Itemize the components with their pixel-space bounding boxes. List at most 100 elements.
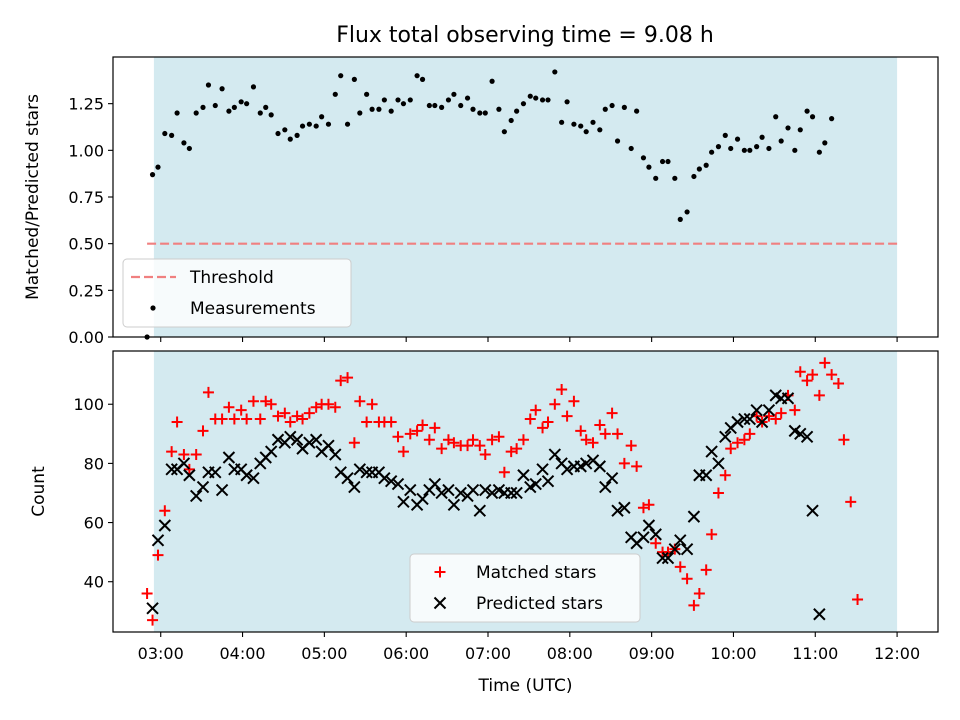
- measurement-point: [496, 106, 502, 112]
- measurement-point: [263, 104, 269, 110]
- predicted-star-point: [240, 469, 253, 482]
- predicted-star-point: [529, 477, 542, 491]
- predicted-star-point: [781, 392, 795, 405]
- matched-star-point: [404, 428, 416, 440]
- measurement-point: [299, 123, 306, 129]
- measurement-point: [684, 209, 690, 215]
- measurement-point: [677, 216, 683, 222]
- matched-star-point: [852, 593, 864, 605]
- y-tick-label: 0.75: [68, 188, 104, 207]
- matched-star-point: [297, 413, 309, 425]
- matched-star-point: [498, 466, 510, 478]
- count-y-axis-label: Count: [29, 466, 49, 517]
- matched-star-point: [789, 404, 801, 416]
- predicted-star-point: [158, 519, 172, 532]
- measurement-point: [816, 149, 822, 155]
- matched-star-point: [361, 416, 373, 428]
- measurement-point: [174, 110, 180, 116]
- y-tick-label: 40: [84, 573, 104, 592]
- matched-star-point: [467, 434, 479, 446]
- matched-star-point: [838, 434, 850, 446]
- matched-star-point: [183, 463, 195, 475]
- measurement-point: [364, 91, 370, 97]
- measurement-point: [520, 101, 527, 107]
- measurement-point: [747, 147, 753, 153]
- predicted-star-point: [353, 463, 367, 476]
- measurement-point: [614, 138, 621, 144]
- measurement-point: [155, 164, 161, 170]
- matched-star-point: [397, 446, 409, 458]
- matched-star-point: [411, 425, 423, 437]
- measurement-point: [407, 97, 413, 103]
- measurement-point: [169, 132, 175, 138]
- measurement-point: [439, 104, 445, 110]
- measurement-point: [244, 101, 250, 107]
- predicted-star-point: [454, 486, 467, 500]
- matched-star-point: [807, 369, 819, 381]
- measurement-point: [376, 106, 382, 112]
- legend-measurement-label: Measurements: [190, 299, 316, 319]
- matched-star-point: [147, 614, 159, 626]
- matched-star-point: [725, 443, 737, 455]
- predicted-star-point: [750, 403, 763, 417]
- measurement-point: [395, 97, 401, 103]
- predicted-star-point: [284, 430, 297, 443]
- predicted-star-point: [794, 427, 807, 441]
- predicted-star-point: [637, 531, 650, 544]
- x-tick-label: 06:00: [383, 644, 429, 663]
- y-tick-label: 1.00: [68, 141, 104, 160]
- predicted-star-point: [479, 483, 492, 497]
- matched-star-point: [235, 404, 247, 416]
- predicted-star-point: [196, 480, 210, 494]
- predicted-star-point: [473, 504, 487, 517]
- matched-star-point: [392, 431, 404, 443]
- predicted-star-point: [303, 436, 316, 449]
- matched-star-point: [819, 357, 831, 369]
- measurement-point: [294, 132, 300, 138]
- measurement-point: [559, 119, 565, 125]
- predicted-star-point: [649, 528, 662, 541]
- measurement-point: [400, 101, 407, 107]
- x-tick-label: 12:00: [874, 644, 920, 663]
- measurement-point: [602, 106, 608, 112]
- measurement-point: [369, 106, 375, 112]
- measurement-point: [332, 91, 338, 97]
- measurement-point: [414, 73, 420, 79]
- measurement-point: [200, 104, 206, 110]
- measurement-point: [426, 102, 432, 109]
- measurement-point: [552, 69, 558, 75]
- measurement-point: [313, 123, 319, 129]
- matched-star-point: [719, 469, 731, 481]
- matched-star-point: [542, 416, 554, 428]
- x-tick-label: 07:00: [465, 644, 511, 663]
- predicted-star-point: [290, 433, 304, 446]
- matched-star-point: [342, 372, 354, 384]
- x-tick-label: 03:00: [138, 644, 184, 663]
- matched-star-point: [423, 434, 435, 446]
- matched-star-point: [354, 395, 366, 407]
- predicted-star-point: [762, 403, 776, 417]
- matched-star-point: [329, 401, 341, 413]
- matched-star-point: [279, 407, 291, 419]
- matched-star-point: [693, 588, 705, 600]
- matched-star-point: [448, 437, 460, 449]
- measurement-point: [709, 149, 715, 155]
- matched-star-point: [436, 443, 448, 455]
- x-tick-label: 05:00: [301, 644, 347, 663]
- matched-star-point: [247, 395, 259, 407]
- measurement-point: [653, 175, 659, 181]
- predicted-star-point: [536, 463, 549, 476]
- measurement-point: [351, 76, 357, 82]
- matched-star-point: [434, 566, 446, 578]
- measurement-point: [482, 110, 488, 116]
- measurement-point: [583, 129, 589, 135]
- measurement-point: [571, 121, 577, 127]
- measurement-point: [338, 73, 344, 79]
- count-panel-frame: [112, 350, 939, 633]
- y-tick-label: 60: [84, 514, 104, 533]
- predicted-star-point: [404, 483, 417, 497]
- predicted-star-point: [165, 463, 178, 476]
- predicted-star-point: [806, 504, 819, 517]
- measurement-point: [419, 76, 426, 82]
- predicted-star-point: [605, 471, 619, 485]
